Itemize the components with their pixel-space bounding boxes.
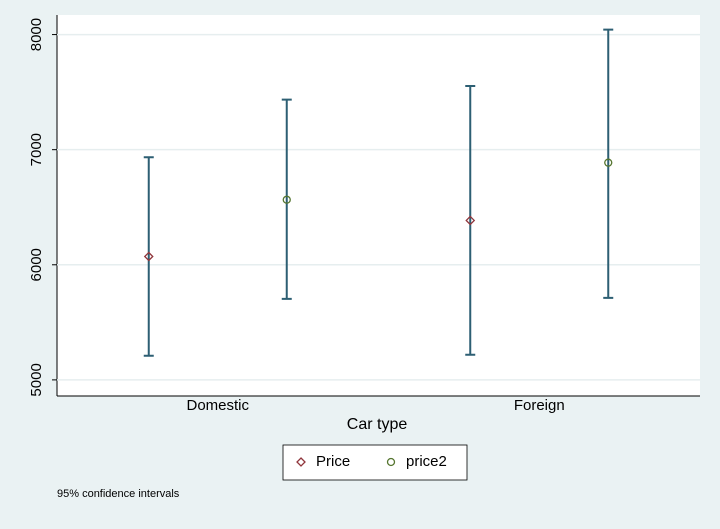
- error-bar: [465, 85, 476, 356]
- marker: [604, 158, 613, 167]
- error-bar: [281, 98, 292, 300]
- marker: [282, 195, 291, 204]
- plot-area: [57, 15, 700, 396]
- legend-marker: [296, 457, 306, 467]
- note: 95% confidence intervals: [57, 488, 180, 500]
- y-tick-label: 5000: [28, 363, 45, 396]
- y-tick-label: 8000: [28, 18, 45, 51]
- y-tick-label: 7000: [28, 133, 45, 166]
- error-bar: [143, 156, 154, 357]
- legend-marker: [386, 457, 396, 467]
- x-tick-label: Foreign: [514, 397, 565, 414]
- legend-label: Price: [316, 453, 350, 470]
- x-tick-label: Domestic: [186, 397, 249, 414]
- marker: [465, 215, 476, 226]
- error-bar: [603, 28, 614, 299]
- legend: [282, 444, 468, 481]
- x-axis-label: Car type: [347, 416, 408, 433]
- marker: [143, 251, 154, 262]
- y-tick-label: 6000: [28, 248, 45, 281]
- legend-label: price2: [406, 453, 447, 470]
